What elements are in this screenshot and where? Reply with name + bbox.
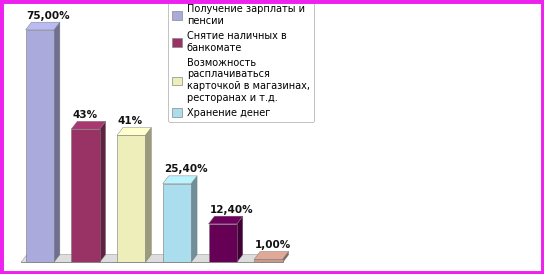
Polygon shape [54,22,60,262]
Polygon shape [71,121,106,129]
Text: 43%: 43% [72,110,97,120]
Polygon shape [145,127,151,262]
Polygon shape [208,216,243,224]
Polygon shape [282,252,288,262]
Polygon shape [254,252,288,259]
Bar [208,224,237,262]
Polygon shape [21,255,288,262]
Text: 41%: 41% [118,116,143,126]
Polygon shape [163,176,197,184]
Polygon shape [26,22,60,30]
Bar [26,30,54,262]
Text: 25,40%: 25,40% [164,164,207,174]
Text: 75,00%: 75,00% [27,11,70,21]
Bar [254,259,282,262]
Text: 1,00%: 1,00% [255,240,292,250]
Legend: Получение зарплаты и
пенсии, Снятие наличных в
банкомате, Возможность
расплачива: Получение зарплаты и пенсии, Снятие нали… [169,0,314,122]
Bar [71,129,100,262]
Polygon shape [237,216,243,262]
Polygon shape [100,121,106,262]
Bar [117,135,145,262]
Polygon shape [191,176,197,262]
Bar [163,184,191,262]
Polygon shape [117,127,151,135]
Text: 12,40%: 12,40% [209,205,253,215]
